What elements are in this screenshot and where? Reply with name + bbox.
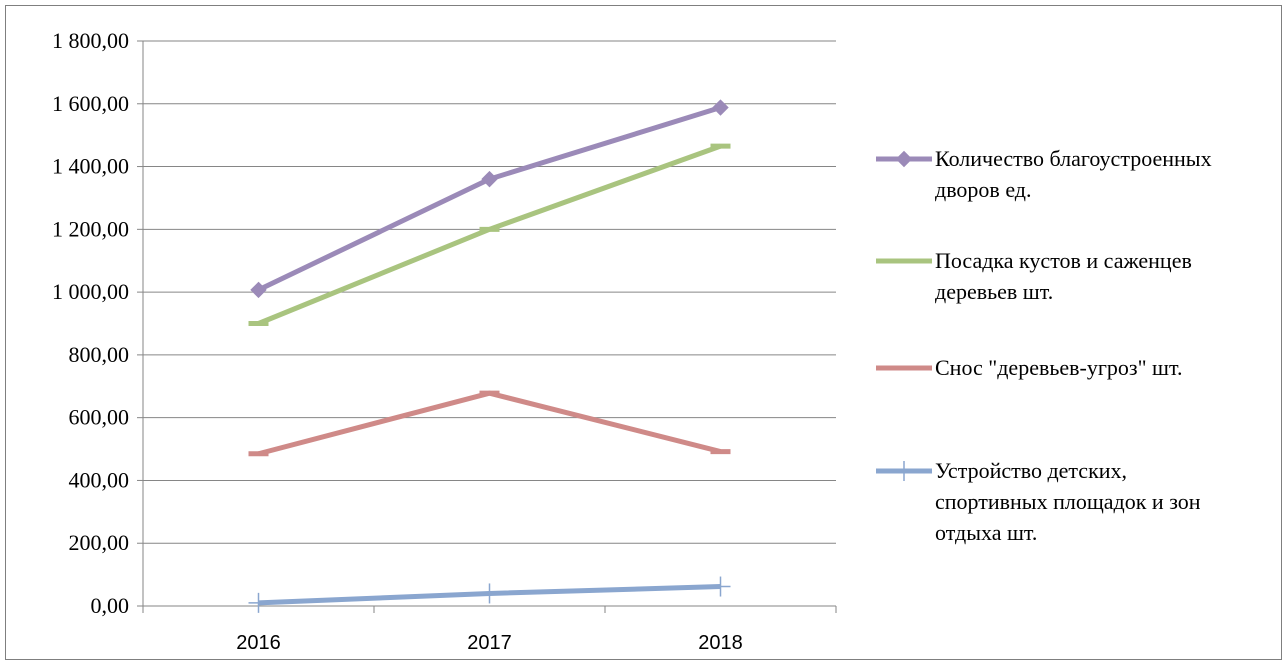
y-tick-label: 600,00: [69, 405, 130, 430]
legend-label: спортивных площадок и зон: [935, 489, 1201, 514]
chart-frame: 0,00 200,00 400,00 600,00 800,00 1 000,00 1 20…: [5, 5, 1282, 660]
y-tick-label: 1 400,00: [52, 154, 129, 179]
data-point: [711, 577, 731, 597]
legend-item: Количество благоустроенных дворов ед.: [876, 146, 1212, 202]
x-tick-label: 2018: [698, 632, 743, 654]
series-3: [249, 577, 731, 613]
y-tick-label: 800,00: [69, 342, 130, 367]
legend-label: Количество благоустроенных: [935, 146, 1212, 171]
legend-label: дворов ед.: [935, 177, 1032, 202]
x-tick-label: 2016: [236, 632, 281, 654]
legend-label: Снос "деревьев-угроз" шт.: [935, 355, 1182, 380]
legend-marker: [894, 461, 914, 481]
legend-label: Посадка кустов и саженцев: [935, 248, 1192, 273]
y-tick-label: 0,00: [91, 593, 130, 618]
y-tick-label: 200,00: [69, 530, 130, 555]
y-tick-label: 400,00: [69, 467, 130, 492]
series-2: [249, 393, 731, 454]
y-tick-label: 1 200,00: [52, 216, 129, 241]
gridlines: [143, 41, 836, 543]
y-tick-label: 1 800,00: [52, 28, 129, 53]
legend-item: Посадка кустов и саженцев деревьев шт.: [876, 248, 1192, 304]
legend-label: деревьев шт.: [935, 279, 1053, 304]
legend-marker: [897, 152, 912, 167]
x-tick-label: 2017: [467, 632, 512, 654]
series-0: [251, 100, 728, 297]
y-tick-label: 1 000,00: [52, 279, 129, 304]
legend-item: Снос "деревьев-угроз" шт.: [876, 355, 1182, 380]
series-lines: [249, 100, 731, 613]
data-point: [480, 583, 500, 603]
data-point: [249, 593, 269, 613]
axes: 0,00 200,00 400,00 600,00 800,00 1 000,00 1 20…: [52, 28, 836, 654]
series-line: [259, 108, 721, 290]
data-point: [713, 100, 728, 115]
series-line: [259, 393, 721, 454]
legend-label: отдыха шт.: [935, 520, 1037, 545]
legend-label: Устройство детских,: [935, 458, 1127, 483]
legend-item: Устройство детских, спортивных площадок и…: [876, 458, 1201, 545]
y-tick-label: 1 600,00: [52, 91, 129, 116]
line-chart: 0,00 200,00 400,00 600,00 800,00 1 000,00 1 20…: [6, 6, 1283, 661]
legend: Количество благоустроенных дворов ед. Поса…: [876, 146, 1212, 545]
